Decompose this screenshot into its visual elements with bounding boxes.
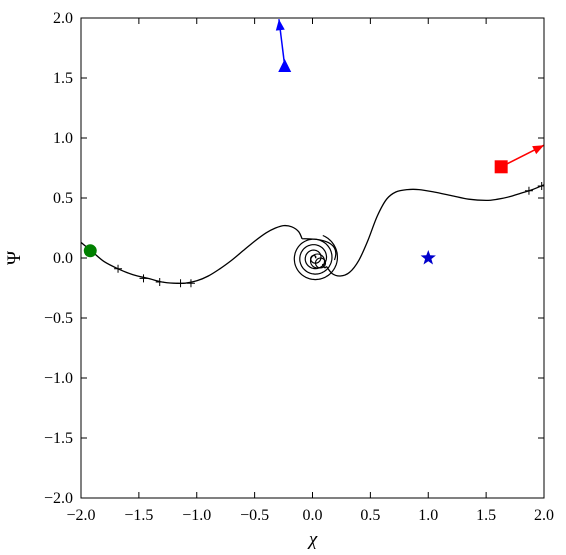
y-tick-label: 1.0 [53, 130, 73, 147]
spiral-loop [314, 257, 327, 269]
spiral-link [321, 263, 327, 269]
y-tick-label: 1.5 [53, 70, 73, 87]
spiral-loop [309, 253, 326, 269]
y-tick-label: −1.0 [44, 370, 73, 387]
square-marker [494, 160, 508, 174]
cross-marker [114, 264, 123, 273]
x-tick-label: 1.0 [418, 507, 438, 524]
x-tick-label: 1.5 [476, 507, 496, 524]
triangle-marker [278, 59, 292, 72]
x-tick-label: 0.5 [360, 507, 380, 524]
x-tick-label: 0.0 [303, 507, 323, 524]
arrow-head [532, 145, 544, 155]
cross-marker [537, 182, 544, 190]
plot-frame [80, 17, 545, 499]
x-tick-label: 2.0 [534, 507, 554, 524]
x-tick-label: −1.5 [124, 507, 153, 524]
trajectory-left [81, 224, 303, 285]
y-tick-label: −2.0 [44, 490, 73, 507]
spiral [293, 234, 338, 281]
trajectory-right [325, 184, 544, 277]
cross-marker [186, 279, 195, 288]
arrow-head [275, 19, 285, 31]
x-tick-label: −1.0 [182, 507, 211, 524]
star-marker [420, 250, 436, 265]
x-tick-label: −0.5 [240, 507, 269, 524]
cross-marker [176, 279, 185, 288]
cross-marker [524, 186, 533, 195]
spiral-link [302, 238, 337, 261]
y-tick-label: 0.0 [53, 250, 73, 267]
y-tick-label: −0.5 [44, 310, 73, 327]
start-circle-marker [83, 244, 97, 258]
y-tick-label: 0.5 [53, 190, 73, 207]
x-tick-label: −2.0 [66, 507, 95, 524]
cross-marker [155, 278, 164, 286]
cross-marker [139, 274, 148, 283]
y-axis-label: Ψ [4, 251, 25, 265]
y-tick-label: −1.5 [44, 430, 73, 447]
x-axis-label: χ [307, 529, 318, 550]
y-tick-label: 2.0 [53, 10, 73, 27]
